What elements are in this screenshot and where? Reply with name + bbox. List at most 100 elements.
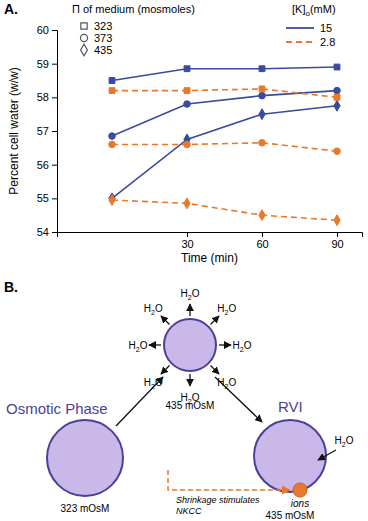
legend-label: 15	[320, 22, 332, 34]
y-tick-mark	[52, 232, 57, 233]
legend-marker	[81, 44, 88, 56]
water-label-part: H	[335, 435, 342, 446]
transporter	[293, 483, 307, 497]
y-tick-label: 59	[37, 58, 49, 70]
cell	[47, 420, 123, 496]
y-tick-label: 57	[37, 125, 49, 137]
water-arrow	[161, 366, 169, 374]
series-line	[112, 106, 337, 199]
series-marker	[109, 133, 116, 140]
y-tick-label: 55	[37, 192, 49, 204]
x-tick-label: 30	[181, 238, 193, 250]
water-arrow	[161, 316, 169, 324]
water-label-part: O	[346, 435, 354, 446]
series-line	[112, 89, 337, 97]
x-tick-label: 60	[256, 238, 268, 250]
y-tick-mark	[52, 30, 57, 31]
panel-label: B.	[4, 279, 18, 295]
marker-legend: Π of medium (mosmoles)323373435	[72, 3, 195, 56]
water-label-part: H	[129, 340, 136, 351]
legend-label: 435	[94, 44, 112, 56]
y-axis-line	[52, 31, 58, 233]
legend-title-part: [K]	[292, 3, 305, 15]
legend-label: 2.8	[320, 36, 335, 48]
series-marker	[109, 141, 116, 148]
water-label: H2O	[144, 303, 163, 316]
y-tick-label: 56	[37, 159, 49, 171]
cell	[164, 319, 216, 371]
water-arrow	[219, 344, 231, 345]
legend-line	[286, 41, 314, 43]
line-legend: [K]o(mM) 15 2.8	[286, 3, 336, 48]
y-tick: 56	[37, 159, 57, 171]
y-tick: 54	[37, 226, 57, 238]
x-tick: 60	[256, 232, 268, 250]
legend-title-part: (mM)	[310, 3, 336, 15]
water-label-part: O	[244, 340, 252, 351]
legend-title: Π of medium (mosmoles)	[72, 3, 195, 15]
water-label: H2O	[129, 340, 148, 353]
cell-label: 435 mOsM	[166, 400, 215, 411]
x-axis: 30 60 90	[58, 232, 363, 250]
series-marker	[259, 92, 266, 99]
series-marker	[184, 88, 190, 94]
series-marker	[259, 210, 265, 221]
series-line	[112, 67, 337, 80]
nkcc-arrow	[168, 470, 290, 490]
cell-label: 435 mOsM	[266, 510, 315, 521]
cell-label: 323 mOsM	[61, 503, 110, 514]
series-marker	[334, 148, 341, 155]
water-arrow	[189, 304, 190, 316]
water-label: H2O	[335, 435, 354, 448]
legend-label: 323	[94, 20, 112, 32]
x-axis-title: Time (min)	[181, 251, 238, 265]
legend-line	[286, 27, 314, 29]
series-marker	[259, 139, 266, 146]
y-tick-label: 60	[37, 24, 49, 36]
water-arrow	[211, 316, 219, 324]
y-tick-mark	[52, 165, 57, 166]
series-marker	[109, 78, 115, 84]
ions-label: ions	[291, 498, 309, 509]
water-arrow	[189, 374, 190, 386]
y-tick-mark	[52, 64, 57, 65]
series-marker	[184, 198, 190, 209]
water-label-part: O	[228, 377, 236, 388]
water-label: H2O	[233, 340, 252, 353]
phase-label: RVI	[278, 398, 303, 415]
nkcc-note: NKCC	[176, 506, 202, 516]
y-tick-mark	[52, 97, 57, 98]
water-label-part: H	[217, 303, 224, 314]
y-tick: 58	[37, 91, 57, 103]
series-marker	[334, 100, 340, 111]
water-label-part: H	[144, 377, 151, 388]
water-label-part: H	[144, 303, 151, 314]
figure: A.30609054555657585960Time (min)Percent …	[0, 0, 368, 521]
y-tick-label: 54	[37, 226, 49, 238]
series-marker	[184, 101, 191, 108]
water-label: H2O	[181, 288, 200, 301]
y-tick: 60	[37, 24, 57, 36]
panel-label: A.	[4, 1, 18, 17]
legend-title: [K]o(mM)	[292, 3, 336, 18]
water-arrow	[318, 450, 336, 460]
x-tick: 90	[331, 232, 343, 250]
x-tick-mark	[187, 232, 188, 237]
x-tick-mark	[337, 232, 338, 237]
process-arrow	[116, 377, 163, 426]
series-marker	[259, 66, 265, 72]
series-line	[112, 91, 337, 136]
series-marker	[184, 66, 190, 72]
x-axis-line	[58, 233, 363, 238]
legend-marker	[80, 34, 87, 41]
series-marker	[184, 141, 191, 148]
series-marker	[109, 195, 115, 206]
x-tick-label: 90	[331, 238, 343, 250]
y-tick: 59	[37, 58, 57, 70]
water-label-part: H	[181, 288, 188, 299]
water-label-part: O	[192, 288, 200, 299]
cell	[254, 420, 326, 492]
series-marker	[259, 109, 265, 120]
series-line	[112, 200, 337, 220]
y-axis: 54 55 56 57 58 59 60	[37, 24, 58, 238]
